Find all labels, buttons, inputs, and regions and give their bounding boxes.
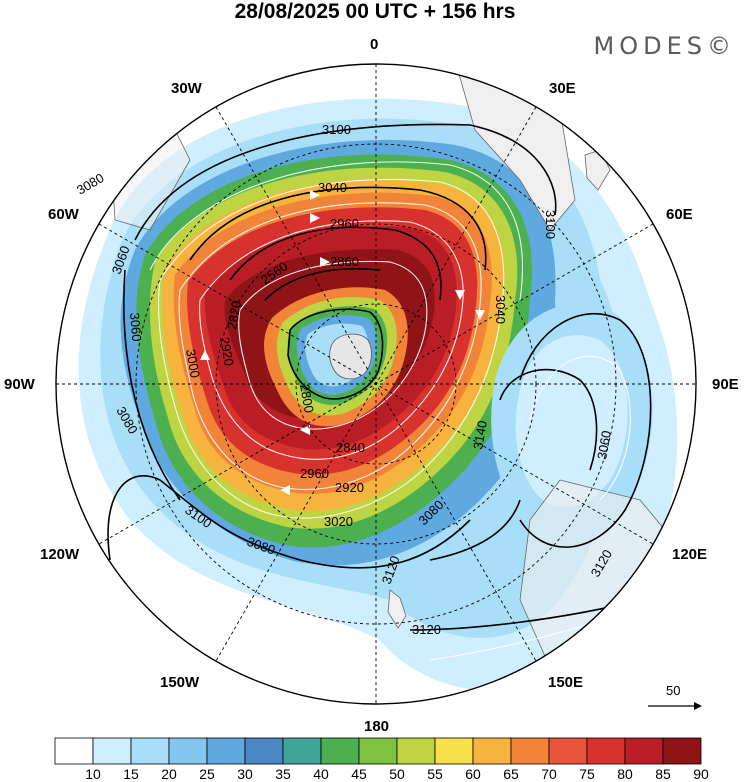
colorbar-swatch	[282, 737, 322, 765]
contour-3140-right	[499, 368, 598, 471]
contour-3040	[189, 186, 487, 271]
colorbar-swatch	[396, 737, 436, 765]
contour-label: 3120	[412, 622, 441, 637]
contour-label: 2800	[297, 383, 317, 414]
contour-label: 2860	[330, 254, 359, 269]
colorbar-tick-label: 15	[123, 766, 139, 782]
contour-label: 2840	[336, 440, 365, 455]
contour-3120-right	[519, 312, 652, 548]
colorbar-swatch	[130, 737, 170, 765]
new-zealand-land	[387, 589, 407, 629]
colorbar-swatch	[586, 737, 626, 765]
colorbar-swatch	[320, 737, 360, 765]
contour-label: 2920	[335, 480, 364, 495]
contour-label: 3140	[470, 419, 490, 450]
colorbar-tick-label: 90	[693, 766, 709, 782]
lon-label-90e: 90E	[712, 376, 739, 393]
colorbar-tick-label: 20	[161, 766, 177, 782]
colorbar-swatch	[510, 737, 550, 765]
colorbar-swatch	[548, 737, 588, 765]
brand-logo: MODES©	[593, 32, 736, 60]
colorbar-tick-label: 25	[199, 766, 215, 782]
colorbar-swatch	[206, 737, 246, 765]
colorbar-swatch	[244, 737, 284, 765]
colorbar-swatch	[434, 737, 474, 765]
lon-label-60e: 60E	[666, 206, 693, 223]
australia-land	[519, 479, 696, 701]
colorbar-tick-label: 60	[465, 766, 481, 782]
contour-label: 2960	[330, 216, 359, 231]
contour-label: 3040	[318, 180, 347, 195]
colorbar-swatch	[54, 737, 94, 765]
contour-2960	[229, 226, 442, 301]
lon-label-180: 180	[364, 718, 390, 735]
contour-label: 3080	[74, 170, 107, 197]
contour-label: 3100	[322, 122, 351, 137]
map-border	[55, 63, 697, 705]
colorbar-tick-label: 80	[617, 766, 633, 782]
contour-label: 3000	[183, 348, 203, 379]
wind-scale-label: 50	[666, 683, 681, 698]
colorbar-tick-label: 50	[389, 766, 405, 782]
contour-2860	[264, 267, 381, 301]
colorbar-tick-label: 40	[313, 766, 329, 782]
lon-label-90w: 90W	[4, 376, 35, 393]
contour-label: 3040	[493, 295, 508, 324]
colorbar-swatch	[168, 737, 208, 765]
colorbar-swatch	[662, 737, 702, 765]
lon-label-60w: 60W	[48, 206, 79, 223]
colorbar-tick-label: 85	[655, 766, 671, 782]
colorbar-tick-label: 30	[237, 766, 253, 782]
contour-label: 2960	[300, 466, 329, 481]
colorbar-swatch	[358, 737, 398, 765]
map-title: 28/08/2025 00 UTC + 156 hrs	[234, 0, 516, 23]
contour-label: 3060	[594, 429, 614, 460]
colorbar-tick-label: 65	[503, 766, 519, 782]
colorbar-tick-label: 35	[275, 766, 291, 782]
lon-label-0: 0	[370, 36, 379, 53]
colorbar-swatch	[624, 737, 664, 765]
contour-label: 3020	[324, 514, 353, 529]
contour-2800	[287, 308, 384, 400]
lon-label-150e: 150E	[548, 674, 584, 691]
lon-label-150w: 150W	[160, 674, 200, 691]
contour-label: 2920	[217, 336, 237, 367]
colorbar-swatch	[92, 737, 132, 765]
lon-label-30w: 30W	[171, 80, 202, 97]
colorbar-tick-label: 70	[541, 766, 557, 782]
wind-streamlines	[149, 161, 661, 661]
contour-label: 3060	[127, 312, 144, 342]
right-lobe-inner	[515, 335, 628, 508]
contour-3120-mid	[429, 499, 521, 561]
contour-label: 2820	[224, 299, 244, 330]
lon-label-120e: 120E	[672, 546, 708, 563]
antarctica-coast	[329, 333, 372, 380]
colorbar-tick-label: 10	[85, 766, 101, 782]
colorbar-tick-label: 45	[351, 766, 367, 782]
contour-3100-outer	[134, 123, 557, 241]
contour-3080-left	[123, 269, 181, 501]
colorbar-tick-label: 55	[427, 766, 443, 782]
graticule	[56, 64, 696, 704]
lon-label-30e: 30E	[549, 80, 576, 97]
lon-label-120w: 120W	[40, 546, 80, 563]
colorbar	[54, 737, 702, 765]
contour-3100-bottom	[107, 475, 471, 569]
contour-label: 3100	[543, 210, 558, 239]
colorbar-swatch	[472, 737, 512, 765]
colorbar-tick-label: 75	[579, 766, 595, 782]
wind-scale-arrowhead	[694, 702, 702, 710]
